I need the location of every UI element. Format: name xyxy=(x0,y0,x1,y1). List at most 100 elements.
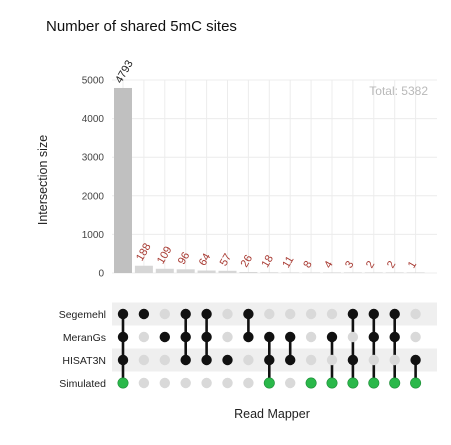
y-tick-label-0: 0 xyxy=(98,269,104,280)
matrix-dot-10-1 xyxy=(326,331,338,343)
matrix-dot-9-2 xyxy=(305,354,317,366)
matrix-dot-2-0 xyxy=(159,308,170,320)
matrix-dot-12-3 xyxy=(368,377,380,389)
set-label-0: Segemehl xyxy=(59,309,106,321)
matrix-dot-3-2 xyxy=(180,354,191,366)
gridlines xyxy=(112,79,437,274)
bar-label-6: 26 xyxy=(239,253,256,270)
matrix-dot-1-1 xyxy=(138,331,150,343)
matrix-dot-2-1 xyxy=(159,331,170,343)
matrix-dot-7-2 xyxy=(264,354,275,366)
membership-matrix xyxy=(117,308,422,389)
set-stripe-0 xyxy=(112,302,437,326)
y-tick-label-1: 1000 xyxy=(82,230,105,241)
bar-label-12: 2 xyxy=(364,259,377,270)
matrix-dot-5-1 xyxy=(222,331,233,343)
x-axis-title: Read Mapper xyxy=(234,407,310,421)
matrix-dot-13-2 xyxy=(389,354,400,366)
matrix-dot-2-2 xyxy=(159,354,170,366)
y-tick-label-4: 4000 xyxy=(82,114,105,125)
matrix-dot-3-0 xyxy=(180,308,191,320)
bar-label-3: 96 xyxy=(176,250,193,267)
set-stripes xyxy=(112,302,437,372)
bar-11 xyxy=(343,272,362,273)
matrix-dot-7-1 xyxy=(264,331,275,343)
y-tick-label-3: 3000 xyxy=(82,153,105,164)
matrix-dot-5-0 xyxy=(222,308,233,320)
matrix-dot-0-2 xyxy=(117,354,129,366)
matrix-dot-8-1 xyxy=(285,331,296,343)
bar-9 xyxy=(302,272,321,273)
matrix-dot-14-3 xyxy=(410,377,422,389)
matrix-dot-10-3 xyxy=(326,377,338,389)
matrix-dot-7-3 xyxy=(263,377,275,389)
matrix-dot-4-3 xyxy=(201,377,212,389)
matrix-dot-9-1 xyxy=(305,331,317,343)
set-labels: Segemehl MeranGs HISAT3N Simulated xyxy=(59,309,106,390)
matrix-dot-9-0 xyxy=(305,308,317,320)
y-tick-label-2: 2000 xyxy=(82,191,105,202)
y-axis-ticks: 0 1000 2000 3000 4000 5000 xyxy=(82,76,105,280)
bar-2 xyxy=(155,268,174,273)
matrix-dot-8-0 xyxy=(285,308,296,320)
bar-label-0: 4793 xyxy=(113,58,136,85)
matrix-dot-6-1 xyxy=(243,331,254,343)
matrix-dot-3-1 xyxy=(180,331,191,343)
bar-5 xyxy=(218,270,237,273)
matrix-dot-14-2 xyxy=(410,354,421,366)
bar-label-13: 2 xyxy=(385,259,398,270)
matrix-dot-6-2 xyxy=(243,354,254,366)
bar-label-10: 4 xyxy=(322,259,335,270)
matrix-dot-11-1 xyxy=(347,331,359,343)
bar-3 xyxy=(176,269,195,273)
bar-13 xyxy=(385,272,404,273)
bar-label-2: 109 xyxy=(155,244,175,266)
chart-title: Number of shared 5mC sites xyxy=(46,18,237,35)
matrix-dot-12-1 xyxy=(368,331,379,343)
bar-label-11: 3 xyxy=(343,259,356,270)
matrix-dot-4-1 xyxy=(201,331,212,343)
matrix-dot-1-2 xyxy=(138,354,150,366)
bar-0 xyxy=(114,87,132,273)
matrix-dot-0-0 xyxy=(117,308,129,320)
y-axis-title: Intersection size xyxy=(36,135,50,225)
bar-label-9: 8 xyxy=(301,259,314,270)
set-label-1: MeranGs xyxy=(63,332,106,344)
set-label-3: Simulated xyxy=(59,378,106,390)
matrix-dot-2-3 xyxy=(159,377,170,389)
matrix-dot-5-3 xyxy=(222,377,233,389)
bar-label-14: 1 xyxy=(406,259,419,270)
matrix-dot-3-3 xyxy=(180,377,191,389)
bar-10 xyxy=(323,272,341,273)
bar-4 xyxy=(197,270,216,273)
bar-7 xyxy=(260,272,279,273)
matrix-dot-6-0 xyxy=(243,308,254,320)
matrix-dot-10-0 xyxy=(326,308,338,320)
matrix-dot-13-1 xyxy=(389,331,400,343)
bar-6 xyxy=(239,271,258,273)
matrix-dot-9-3 xyxy=(305,377,317,389)
matrix-dot-8-3 xyxy=(285,377,296,389)
matrix-dot-1-3 xyxy=(138,377,150,389)
total-label: Total: 5382 xyxy=(369,84,428,98)
bar-label-5: 57 xyxy=(218,252,235,269)
matrix-dot-12-2 xyxy=(368,354,379,366)
matrix-dot-5-2 xyxy=(222,354,233,366)
y-tick-label-5: 5000 xyxy=(82,76,105,87)
matrix-dot-11-0 xyxy=(347,308,359,320)
set-stripe-2 xyxy=(112,348,437,372)
bar-label-8: 11 xyxy=(280,254,296,270)
matrix-dot-13-3 xyxy=(389,377,401,389)
bar-12 xyxy=(364,272,383,273)
matrix-dot-4-2 xyxy=(201,354,212,366)
bar-14 xyxy=(406,272,425,273)
matrix-dot-4-0 xyxy=(201,308,212,320)
matrix-dot-13-0 xyxy=(389,308,400,320)
matrix-dot-10-2 xyxy=(326,354,338,366)
matrix-dot-12-0 xyxy=(368,308,379,320)
matrix-dot-11-3 xyxy=(347,377,359,389)
matrix-dot-14-1 xyxy=(410,331,421,343)
bar-label-4: 64 xyxy=(197,251,214,268)
